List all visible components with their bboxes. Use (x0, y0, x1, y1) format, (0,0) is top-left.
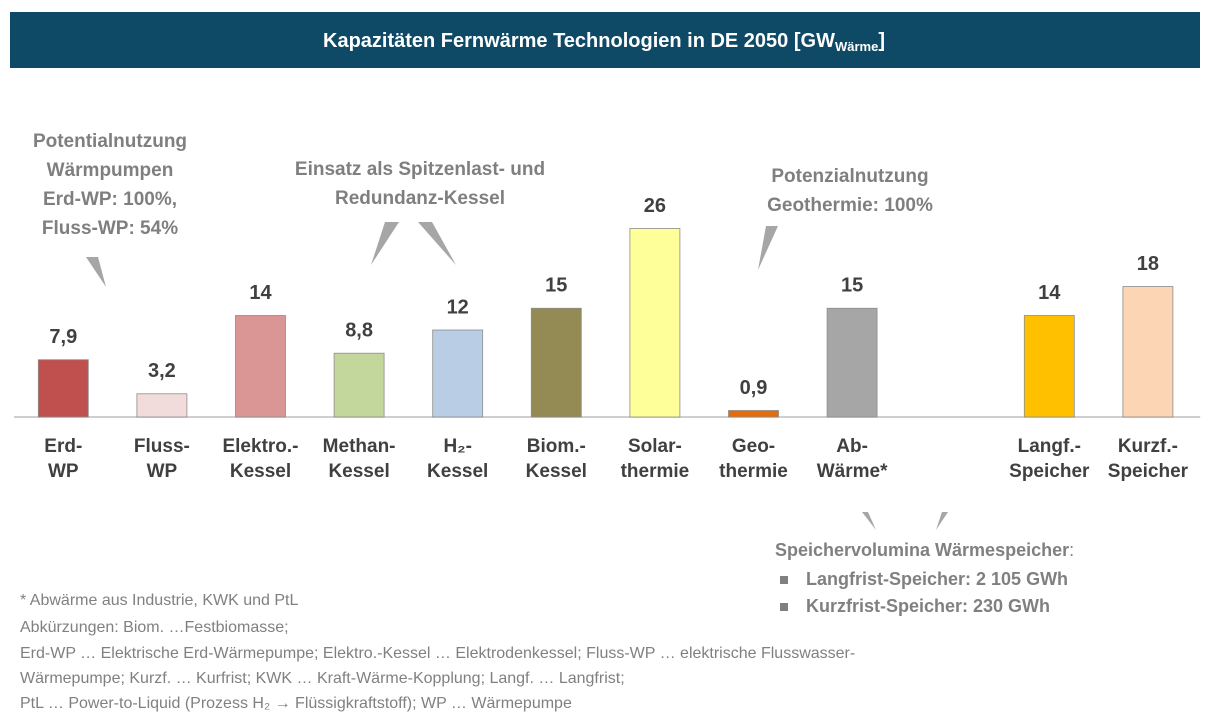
annotation: Geothermie: 100% (767, 195, 933, 216)
title-end: ] (878, 30, 885, 52)
x-tick-label: WP (147, 461, 178, 482)
x-tick-label: Kessel (230, 461, 291, 482)
annotation: Potenzialnutzung (771, 166, 928, 187)
value-label: 7,9 (49, 326, 77, 348)
x-tick-label: Biom.- (527, 436, 586, 457)
bar (629, 228, 681, 418)
bar (1122, 286, 1174, 418)
x-tick-label: Elektro.- (222, 436, 298, 457)
title-subscript: Wärme (835, 39, 878, 54)
x-tick-label: Kurzf.- (1118, 436, 1178, 457)
pointer (862, 512, 876, 530)
annotation: Fluss-WP: 54% (42, 218, 178, 239)
x-tick-label: Speicher (1108, 461, 1189, 482)
footnote: * Abwärme aus Industrie, KWK und PtL (20, 592, 298, 609)
value-label: 26 (644, 195, 666, 217)
footnote: Abkürzungen: Biom. …Festbiomasse; (20, 619, 289, 636)
storage-title-text: Speichervolumina Wärmespeicher (775, 540, 1069, 560)
bar (235, 315, 286, 418)
pointer (936, 512, 948, 530)
pointer (418, 222, 456, 265)
x-tick-label: Wärme* (817, 461, 888, 482)
footnote: PtL … Power-to-Liquid (Prozess H₂ → Flüs… (20, 695, 572, 712)
bar (333, 352, 385, 418)
value-label: 8,8 (345, 319, 373, 341)
value-label: 0,9 (740, 377, 768, 399)
value-label: 15 (841, 275, 863, 297)
x-tick-label: Langf.- (1018, 436, 1081, 457)
value-label: 15 (545, 275, 567, 297)
annotation: Potentialnutzung (33, 131, 187, 152)
annotation: Wärmpumpen (47, 160, 174, 181)
x-tick-label: Ab- (836, 436, 868, 457)
storage-title-suffix: : (1069, 540, 1074, 560)
pointer (371, 222, 399, 265)
bar (728, 410, 779, 418)
title-band (10, 12, 1200, 68)
title-main: Kapazitäten Fernwärme Technologien in DE… (323, 30, 835, 52)
value-label: 14 (1038, 282, 1061, 304)
footnote: Erd-WP … Elektrische Erd-Wärmepumpe; Ele… (20, 645, 855, 662)
x-tick-label: Methan- (323, 436, 396, 457)
bar (530, 307, 582, 418)
bar (37, 359, 89, 418)
annotation: Redundanz-Kessel (335, 188, 505, 209)
x-tick-label: Kessel (526, 461, 587, 482)
bar (432, 329, 484, 418)
bar (136, 393, 188, 418)
bullet (780, 603, 788, 611)
x-tick-label: Kessel (427, 461, 488, 482)
x-tick-label: Erd- (44, 436, 82, 457)
value-label: 12 (447, 296, 469, 318)
value-label: 14 (249, 282, 272, 304)
x-tick-label: Kessel (328, 461, 389, 482)
value-label: 18 (1137, 253, 1159, 275)
x-tick-label: H₂- (443, 436, 472, 457)
value-label: 3,2 (148, 360, 176, 382)
storage-item: Langfrist-Speicher: 2 105 GWh (806, 569, 1068, 589)
bar (1023, 315, 1075, 418)
x-tick-label: Geo- (732, 436, 775, 457)
annotation: Einsatz als Spitzenlast- und (295, 159, 545, 180)
x-tick-label: WP (48, 461, 79, 482)
x-tick-label: Fluss- (134, 436, 190, 457)
x-tick-label: thermie (719, 461, 788, 482)
chart-title: Kapazitäten Fernwärme Technologien in DE… (323, 30, 885, 54)
pointer (86, 257, 106, 287)
bar (826, 307, 878, 418)
bullet (780, 576, 788, 584)
pointer (758, 226, 778, 270)
x-tick-label: Speicher (1009, 461, 1090, 482)
x-tick-label: thermie (621, 461, 690, 482)
x-tick-label: Solar- (628, 436, 682, 457)
footnote: Wärmepumpe; Kurzf. … Kurfrist; KWK … Kra… (20, 670, 625, 687)
storage-item: Kurzfrist-Speicher: 230 GWh (806, 596, 1050, 616)
annotation: Erd-WP: 100%, (43, 189, 177, 210)
storage-title: Speichervolumina Wärmespeicher: (775, 540, 1074, 560)
